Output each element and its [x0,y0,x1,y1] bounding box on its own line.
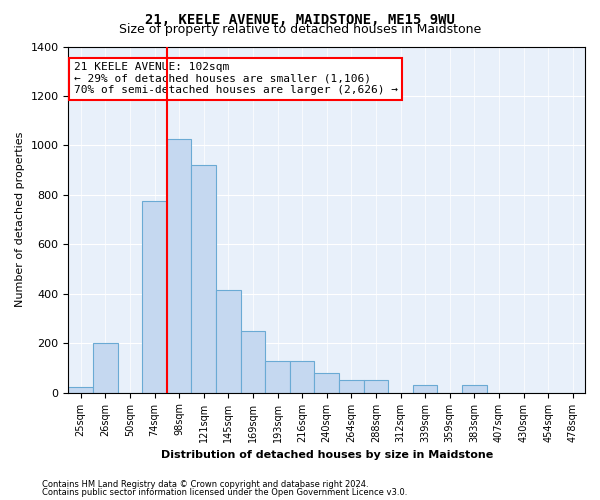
Bar [191,165,216,392]
Bar [339,380,364,392]
Bar [413,386,437,392]
Bar [93,343,118,392]
Bar [462,386,487,392]
Bar [216,290,241,392]
Bar [265,360,290,392]
Text: 21 KEELE AVENUE: 102sqm
← 29% of detached houses are smaller (1,106)
70% of semi: 21 KEELE AVENUE: 102sqm ← 29% of detache… [74,62,398,96]
Text: 21, KEELE AVENUE, MAIDSTONE, ME15 9WU: 21, KEELE AVENUE, MAIDSTONE, ME15 9WU [145,12,455,26]
Bar [314,373,339,392]
Text: Contains HM Land Registry data © Crown copyright and database right 2024.: Contains HM Land Registry data © Crown c… [42,480,368,489]
Text: Size of property relative to detached houses in Maidstone: Size of property relative to detached ho… [119,22,481,36]
Bar [68,386,93,392]
Bar [364,380,388,392]
Y-axis label: Number of detached properties: Number of detached properties [15,132,25,308]
Text: Contains public sector information licensed under the Open Government Licence v3: Contains public sector information licen… [42,488,407,497]
Bar [241,331,265,392]
X-axis label: Distribution of detached houses by size in Maidstone: Distribution of detached houses by size … [161,450,493,460]
Bar [167,139,191,392]
Bar [290,360,314,392]
Bar [142,201,167,392]
